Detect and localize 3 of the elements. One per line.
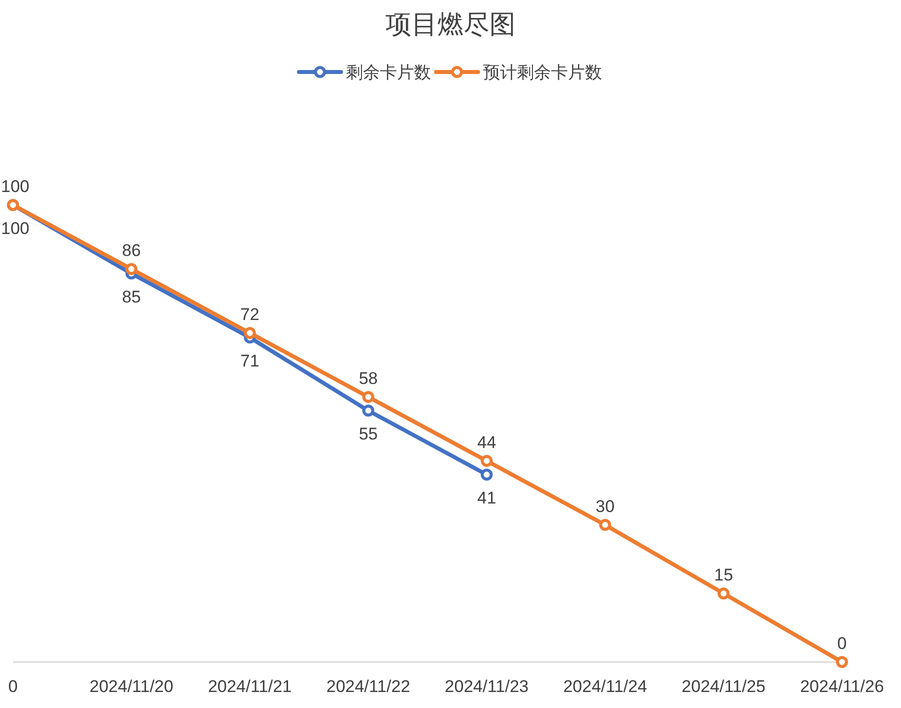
- legend-label: 剩余卡片数: [346, 63, 431, 82]
- title: 项目燃尽图: [386, 9, 516, 39]
- legend-label: 预计剩余卡片数: [483, 63, 602, 82]
